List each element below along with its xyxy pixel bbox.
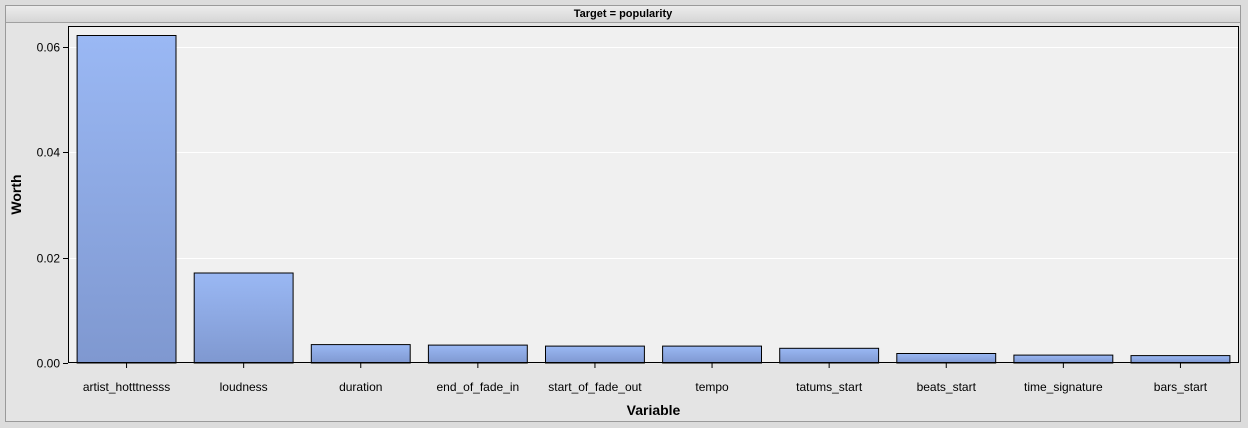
x-tick-label: beats_start (917, 380, 977, 394)
y-tick-label: 0.06 (37, 41, 61, 55)
x-tick-label: start_of_fade_out (548, 380, 642, 394)
bar-end-of-fade-in (427, 344, 528, 364)
x-axis: artist_hotttnesss loudness duration end_of_… (83, 363, 1208, 394)
x-axis-title: Variable (627, 402, 681, 418)
bar-duration (310, 344, 411, 364)
x-tick-label: artist_hotttnesss (83, 380, 170, 394)
gridlines (68, 47, 1239, 259)
x-tick-label: duration (339, 380, 382, 394)
bar-bars-start (1130, 355, 1231, 364)
x-tick-label: tempo (695, 380, 729, 394)
bar-beats-start (896, 353, 997, 364)
panel-title: Target = popularity (6, 6, 1240, 23)
x-tick-label: time_signature (1024, 380, 1103, 394)
x-tick-label: end_of_fade_in (436, 380, 519, 394)
y-axis-title: Worth (8, 174, 24, 214)
y-axis: 0.00 0.02 0.04 0.06 (37, 41, 68, 371)
bar-time-signature (1013, 354, 1114, 364)
bar-loudness (193, 272, 294, 364)
bar-artist-hotttnesss (76, 35, 177, 364)
bar-tatums-start (779, 347, 880, 364)
bars (76, 35, 1231, 364)
bar-tempo (662, 345, 762, 364)
plot-border (68, 26, 1239, 363)
y-tick-label: 0.00 (37, 357, 61, 371)
bar-start-of-fade-out (545, 345, 645, 364)
x-tick-label: tatums_start (796, 380, 863, 394)
x-tick-label: bars_start (1154, 380, 1208, 394)
x-tick-label: loudness (220, 380, 268, 394)
y-tick-label: 0.02 (37, 252, 61, 266)
y-tick-label: 0.04 (37, 146, 61, 160)
